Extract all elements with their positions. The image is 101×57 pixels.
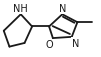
Text: O: O [45,40,53,49]
Text: N: N [59,4,66,14]
Text: N: N [72,38,79,48]
Text: NH: NH [13,4,28,14]
